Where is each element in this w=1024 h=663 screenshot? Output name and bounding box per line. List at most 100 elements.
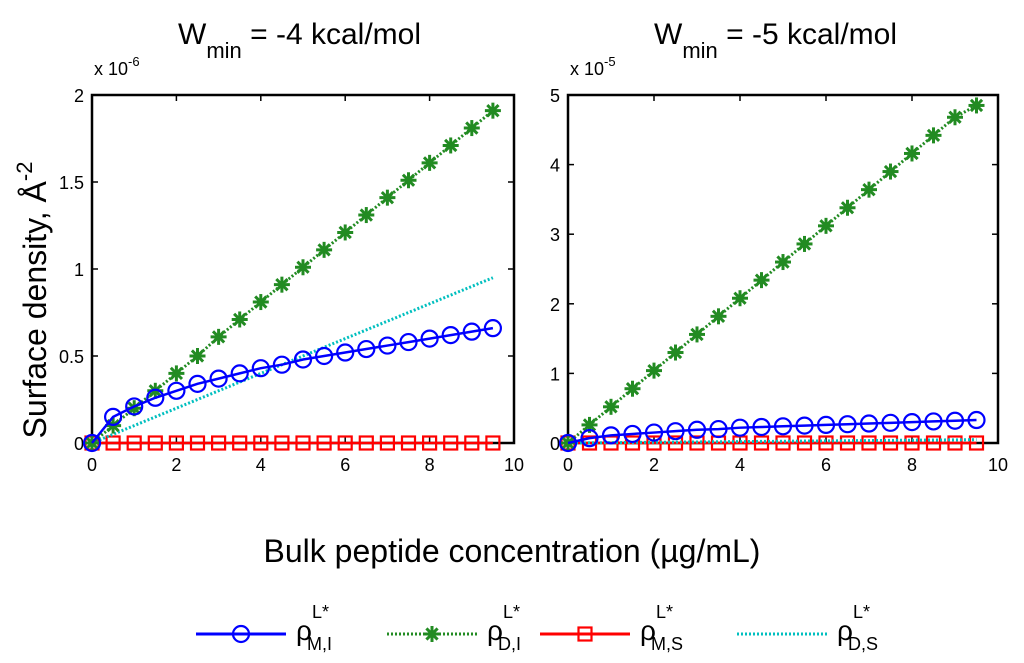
data-point-mi [709,419,728,439]
legend-entry-ms: ρL* M,S [540,602,683,654]
data-point-mi [167,381,186,400]
x-tick-label: 6 [340,455,350,475]
data-point-di [732,290,748,307]
data-point-mi [945,411,965,430]
data-point-mi [272,355,291,374]
data-point-mi [230,364,249,383]
data-point-ms [253,435,269,451]
data-point-mi [103,407,123,426]
data-point-di [316,241,333,258]
data-point-di [775,254,791,271]
x-tick-label: 6 [821,455,831,475]
legend-marker-mi [231,624,251,644]
data-point-ms [400,435,417,451]
data-point-di [295,259,311,276]
data-point-di [463,120,480,137]
y-scale-factor: x 10-5 [570,54,616,79]
data-point-ms [925,435,942,451]
legend: ρL* M,I ρL* D,I ρL* M,S ρL* D,S [196,602,878,654]
y-tick-label: 2 [74,86,84,106]
y-tick-label: 1.5 [59,173,84,193]
data-point-ms [968,435,985,451]
data-point-mi [580,429,599,448]
data-point-mi [483,319,502,338]
data-point-mi [902,413,922,432]
data-point-mi [462,322,481,341]
legend-marker-ms [577,626,593,642]
data-point-ms [839,435,856,451]
data-point-mi [378,336,397,355]
data-point-di [484,102,501,119]
data-point-mi [441,326,460,345]
data-point-di [818,217,834,234]
series-di [84,102,501,451]
legend-entry-mi: ρL* M,I [196,602,332,654]
y-tick-label: 0 [74,434,84,454]
data-point-ms [443,435,459,451]
series-ds [567,438,977,445]
data-point-di [189,348,206,364]
data-point-ms [189,435,206,451]
data-point-mi [82,433,102,453]
data-point-mi [924,412,943,431]
data-point-di [904,145,920,162]
data-point-di [624,380,641,397]
data-point-mi [752,417,771,437]
series-line-ds [91,276,494,445]
data-point-ms [882,435,899,451]
data-point-di [861,181,877,198]
y-tick-label: 5 [550,86,560,106]
data-point-di [947,109,963,126]
data-point-di [252,294,269,311]
data-point-ms [274,435,290,451]
x-tick-label: 4 [256,455,266,475]
series-line-mi [91,326,494,444]
data-point-di [358,207,375,224]
y-tick-label: 1 [74,260,84,280]
data-point-di [581,416,598,433]
series-line-di [91,109,494,445]
x-tick-label: 2 [171,455,181,475]
data-point-ms [422,435,438,451]
y-tick-label: 1 [550,364,560,384]
data-point-di [796,235,813,252]
data-point-ms [316,435,332,451]
data-point-ms [464,435,480,451]
data-point-mi [773,417,793,436]
x-tick-label: 10 [504,455,524,475]
legend-entry-ds: ρL* D,S [737,602,878,654]
data-point-mi [881,413,900,432]
x-tick-label: 0 [87,455,97,475]
data-point-ms [147,435,163,451]
data-point-ms [861,435,877,451]
data-point-di [337,224,354,241]
y-axis-label-exponent: -2 [12,162,37,182]
x-tick-label: 4 [735,455,745,475]
data-point-mi [420,329,439,348]
legend-label-mi: ρL* M,I [296,602,332,654]
data-point-di [925,127,942,144]
data-point-mi [293,350,313,369]
data-point-ms [168,435,184,451]
data-point-mi [623,424,642,444]
data-point-di [839,199,856,216]
series-mi [82,319,502,453]
panel-right: 0 2 4 6 8 10 0 1 2 3 4 5 x 10-5 Wmin = -5 kcal/mol [550,18,1008,475]
data-point-ms [295,435,311,451]
series-di [560,97,985,451]
data-point-ms [775,435,791,451]
data-point-mi [399,332,418,352]
data-point-ms [337,435,353,451]
data-point-ms [358,435,374,451]
data-point-mi [838,415,857,434]
data-point-mi [730,418,750,437]
data-point-di [400,172,417,189]
data-point-mi [859,414,879,433]
legend-marker-di [424,626,440,642]
data-point-di [882,163,899,180]
data-point-ms [232,435,248,451]
x-tick-label: 0 [563,455,573,475]
series-line-mi [567,418,977,445]
data-point-mi [209,369,228,388]
